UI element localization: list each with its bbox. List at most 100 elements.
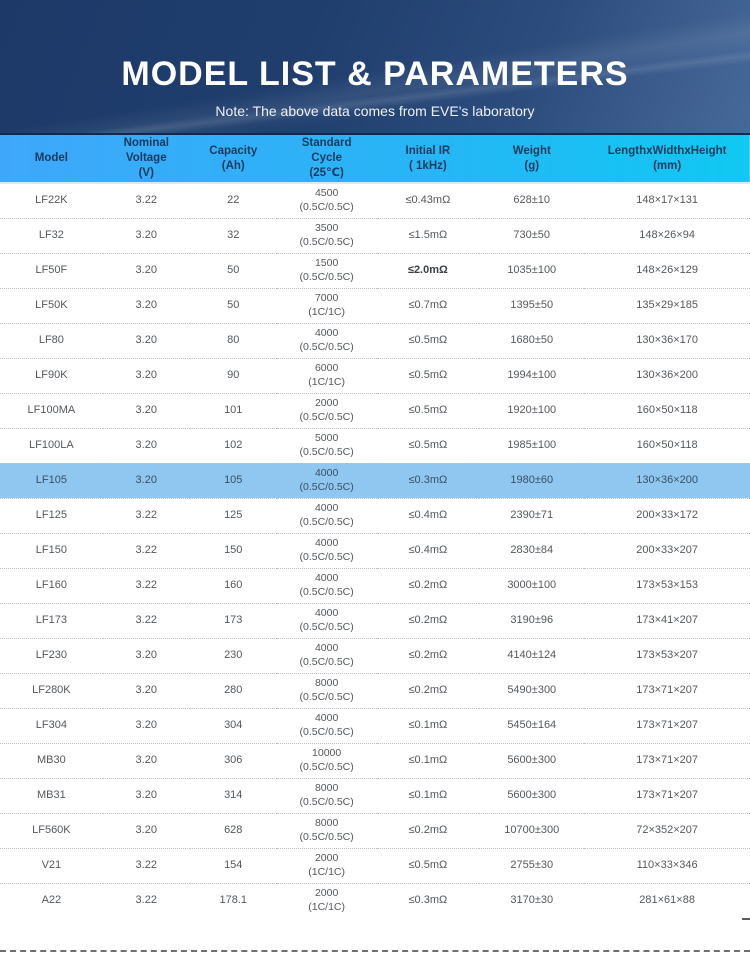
cell-model: LF150 [0,533,103,569]
cell-capacity: 50 [189,288,277,324]
cell-dimensions: 281×61×88 [639,894,695,907]
cell-voltage: 3.20 [102,778,190,814]
cell-voltage: 3.20 [102,673,190,709]
cell-dimensions: 72×352×207 [584,813,750,849]
cell-initial-ir: ≤0.5mΩ [376,358,480,394]
cell-cycle: 4000 (0.5C/0.5C) [276,603,377,639]
parameters-table: Model Nominal Voltage (V) Capacity (Ah) … [0,135,750,918]
cell-initial-ir: ≤0.4mΩ [376,498,480,534]
cell-initial-ir: ≤0.5mΩ [376,393,480,429]
cell-weight: 4140±124 [479,638,585,674]
bottom-dashed-line [0,950,750,952]
cell-dimensions: 200×33×172 [584,498,750,534]
cell-model: LF50F [0,253,103,289]
cell-initial-ir: ≤0.2mΩ [376,638,480,674]
cell-dimensions: 160×50×118 [584,393,750,429]
cell-initial-ir: ≤0.7mΩ [376,288,480,324]
cell-capacity: 90 [189,358,277,394]
cell-weight: 2755±30 [479,848,585,884]
cell-weight: 5450±164 [479,708,585,744]
table-row: MB30 3.20 306 10000 (0.5C/0.5C) ≤0.1mΩ 5600±3… [0,743,750,779]
cell-dimensions: 173×71×207 [584,708,750,744]
cell-cycle: 7000 (1C/1C) [276,288,377,324]
table-row: LF80 3.20 80 4000 (0.5C/0.5C) ≤0.5mΩ 1680±50 1… [0,323,750,359]
table-row: LF100MA 3.20 101 2000 (0.5C/0.5C) ≤0.5mΩ 1920… [0,393,750,429]
cell-cycle: 3500 (0.5C/0.5C) [276,218,377,254]
cell-capacity: 304 [189,708,277,744]
cell-voltage: 3.22 [102,848,190,884]
cell-cycle: 6000 (1C/1C) [276,358,377,394]
cell-model: LF304 [0,708,103,744]
column-header-dimensions: LengthxWidthxHeight (mm) [584,135,750,184]
cell-cycle: 8000 (0.5C/0.5C) [276,813,377,849]
cell-weight: 1680±50 [479,323,585,359]
cell-weight: 3190±96 [479,603,585,639]
cell-model: LF105 [0,463,103,499]
cell-voltage: 3.20 [102,323,190,359]
cell-initial-ir: ≤0.1mΩ [376,778,480,814]
cell-cycle: 4000 (0.5C/0.5C) [276,638,377,674]
cell-cycle: 5000 (0.5C/0.5C) [276,428,377,464]
cell-initial-ir: ≤0.5mΩ [376,428,480,464]
cell-capacity: 50 [189,253,277,289]
cell-cycle: 4500 (0.5C/0.5C) [276,183,377,219]
cell-model: LF125 [0,498,103,534]
cell-weight: 5490±300 [479,673,585,709]
cell-capacity: 32 [189,218,277,254]
cell-weight: 10700±300 [479,813,585,849]
cell-initial-ir: ≤0.4mΩ [376,533,480,569]
cell-cycle: 8000 (0.5C/0.5C) [276,778,377,814]
table-row: MB31 3.20 314 8000 (0.5C/0.5C) ≤0.1mΩ 5600±30… [0,778,750,814]
cell-model: LF160 [0,568,103,604]
cell-capacity: 154 [189,848,277,884]
cell-model: LF230 [0,638,103,674]
cell-voltage: 3.20 [102,638,190,674]
table-row: LF50K 3.20 50 7000 (1C/1C) ≤0.7mΩ 1395±50 135×… [0,288,750,324]
cell-weight: 1980±60 [479,463,585,499]
cell-capacity: 173 [189,603,277,639]
cell-dimensions: 173×71×207 [584,743,750,779]
cell-weight: 5600±300 [479,778,585,814]
cell-dimensions: 200×33×207 [584,533,750,569]
cell-cycle: 2000 (0.5C/0.5C) [276,393,377,429]
cell-initial-ir: ≤1.5mΩ [376,218,480,254]
cell-dimensions: 148×26×94 [584,218,750,254]
cell-cycle: 4000 (0.5C/0.5C) [276,463,377,499]
cell-cycle: 4000 (0.5C/0.5C) [276,498,377,534]
cell-dimensions: 173×71×207 [584,673,750,709]
cell-voltage: 3.22 [102,568,190,604]
table-body: LF22K 3.22 22 4500 (0.5C/0.5C) ≤0.43mΩ 628±10… [0,183,750,918]
table-row: LF150 3.22 150 4000 (0.5C/0.5C) ≤0.4mΩ 2830±8… [0,533,750,569]
cell-initial-ir: ≤0.5mΩ [376,323,480,359]
cell-cycle: 8000 (0.5C/0.5C) [276,673,377,709]
cell-cycle: 4000 (0.5C/0.5C) [276,568,377,604]
cell-dimensions: 173×71×207 [584,778,750,814]
cell-dimensions: 148×26×129 [584,253,750,289]
table-row: LF105 3.20 105 4000 (0.5C/0.5C) ≤0.3mΩ 1980±6… [0,463,750,499]
table-row: LF100LA 3.20 102 5000 (0.5C/0.5C) ≤0.5mΩ 1985… [0,428,750,464]
cell-initial-ir: ≤0.5mΩ [376,848,480,884]
cell-cycle: 4000 (0.5C/0.5C) [276,708,377,744]
cell-voltage: 3.20 [102,428,190,464]
column-header-initial-ir: Initial IR ( 1kHz) [376,135,480,184]
cell-dimensions: 173×53×207 [584,638,750,674]
cell-capacity: 280 [189,673,277,709]
table-row: A22 3.22 178.1 2000 (1C/1C) ≤0.3mΩ 3170±30 281… [0,883,750,918]
column-header-nominal-voltage: Nominal Voltage (V) [102,135,190,184]
table-row: LF173 3.22 173 4000 (0.5C/0.5C) ≤0.2mΩ 3190±9… [0,603,750,639]
cell-initial-ir: ≤0.2mΩ [376,813,480,849]
column-header-standard-cycle: Standard Cycle (25℃) [276,135,377,184]
table-row: LF90K 3.20 90 6000 (1C/1C) ≤0.5mΩ 1994±100 130… [0,358,750,394]
table-row: LF32 3.20 32 3500 (0.5C/0.5C) ≤1.5mΩ 730±50 14… [0,218,750,254]
cell-voltage: 3.22 [135,894,157,907]
cell-capacity: 102 [189,428,277,464]
cell-dimensions: 130×36×170 [584,323,750,359]
cell-weight: 5600±300 [479,743,585,779]
cell-weight: 1395±50 [479,288,585,324]
cell-voltage: 3.22 [102,603,190,639]
cell-initial-ir: ≤0.2mΩ [376,603,480,639]
cell-capacity: 125 [189,498,277,534]
cell-initial-ir: ≤0.1mΩ [376,708,480,744]
cell-voltage: 3.20 [102,218,190,254]
cell-cycle: 4000 (0.5C/0.5C) [276,323,377,359]
